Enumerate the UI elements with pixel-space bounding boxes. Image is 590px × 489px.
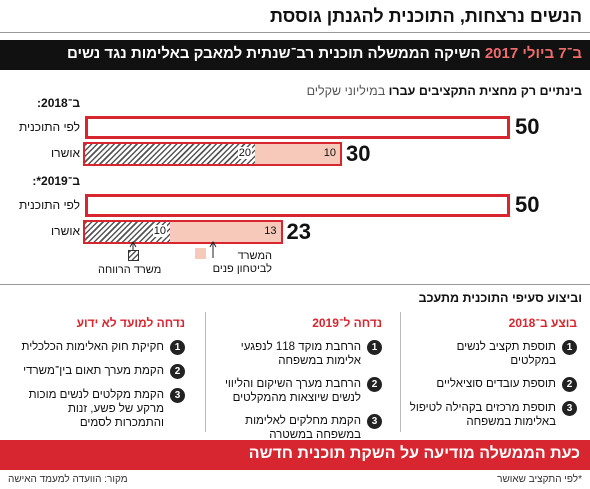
segment-label: 20 [237,147,252,159]
segment-label: 13 [264,225,277,237]
item-text: חקיקת חוק האלימות הכלכלית [21,341,164,353]
item-text: הרחבת מוקד 118 לנפגעי אלימות במשפחה [240,341,361,367]
rule [0,284,590,285]
segment-label: 10 [323,147,336,159]
row-label: לפי התוכנית [18,198,80,212]
bar-segment: 10 [85,222,170,242]
chart-heading: בינתיים רק מחצית התקציבים עברו במיליוני … [307,84,582,98]
column-title: בוצע ב־2018 [508,316,577,330]
row-label: לפי התוכנית [18,120,80,134]
approved-outline [83,220,283,244]
legend-label: המשרד לביטחון פנים [212,250,272,275]
rule [0,32,590,33]
planned-bar [85,194,510,217]
item: 3 תוספת מרכזים בקהילה לטיפול באלימות במשפ… [409,401,577,429]
item-number: 2 [170,364,185,379]
title: הנשים נרצחות, התוכנית להגנתן גוססת [270,6,582,26]
total-label: 23 [286,219,311,244]
chart-subtitle: במיליוני שקלים [306,84,386,98]
value-label: 50 [515,114,540,139]
row-label: אושרו [51,224,80,238]
item-text: תוספת עובדים סוציאליים [436,378,556,390]
bar-segment: 10 [255,144,340,164]
item-text: תוספת מרכזים בקהילה לטיפול באלימות במשפח… [409,402,556,428]
planned-bar [85,116,510,139]
legend-swatch [128,250,139,261]
column-title: נדחה למועד לא ידוע [76,316,185,330]
bar-segment: 20 [85,144,255,164]
approved-outline [83,142,342,166]
item-number: 2 [367,377,382,392]
item: 3 הקמת מקלטים לנשים מוכות מרקע של פשע, זנ… [16,388,185,430]
item-number: 3 [367,414,382,429]
item-text: הקמת מערך תאום בין־משרדי [23,365,164,377]
column-title: נדחה ל־2019 [312,316,382,330]
item: 1 הרחבת מוקד 118 לנפגעי אלימות במשפחה [214,340,382,368]
value-label: 50 [515,192,540,217]
item-number: 2 [562,377,577,392]
bar-chart: ב־2018: לפי התוכנית אושרו 50 20 10 30 ב־2019*: ל… [18,96,540,244]
segment-label: 10 [152,225,167,237]
item-text: הקמת מחלקים לאלימות במשפחה במשטרה [245,415,361,441]
item-number: 1 [170,340,185,355]
item-text: הרחבת מערך השיקום והליווי לנשים שיוצאות … [224,378,361,404]
item: 2 תוספת עובדים סוציאליים [409,377,577,392]
progress-title: וביצוע סעיפי התוכנית מתעכב [418,291,582,305]
bar-segment: 13 [170,222,281,242]
progress-column: בוצע ב־2018 1 תוספת תקציב לנשים במקלטים 2 תו… [400,312,585,432]
item: 3 הקמת מחלקים לאלימות במשפחה במשטרה [214,414,382,442]
group-label: ב־2018: [37,96,80,110]
item-number: 3 [170,388,185,403]
row-label: אושרו [51,146,80,160]
item-number: 1 [562,340,577,355]
progress-column: נדחה ל־2019 1 הרחבת מוקד 118 לנפגעי אלימות… [205,312,390,441]
item-number: 1 [367,340,382,355]
progress-column: נדחה למועד לא ידוע 1 חקיקת חוק האלימות הכל… [8,312,193,432]
footer-banner: כעת הממשלה מודיעה על השקת תוכנית חדשה [0,440,590,470]
total-label: 30 [346,141,371,166]
item-text: הקמת מקלטים לנשים מוכות מרקע של פשע, זנו… [28,389,164,429]
banner-date: ב־7 ביולי 2017 [484,45,582,62]
chart-title: בינתיים רק מחצית התקציבים עברו [388,84,582,98]
banner-text: השיקה הממשלה תוכנית רב־שנתית למאבק באלימ… [66,45,481,62]
item-number: 3 [562,401,577,416]
item: 1 חקיקת חוק האלימות הכלכלית [16,340,185,355]
legend-label: משרד הרווחה [98,264,162,276]
legend-swatch [195,248,206,259]
item: 2 הקמת מערך תאום בין־משרדי [16,364,185,379]
source: מקור: הוועדה למעמד האישה [8,474,128,485]
footnote: *לפי התקציב שאושר [497,474,582,485]
item: 2 הרחבת מערך השיקום והליווי לנשים שיוצאות… [214,377,382,405]
item: 1 תוספת תקציב לנשים במקלטים [409,340,577,368]
group-label: ב־2019*: [32,174,80,188]
banner: ב־7 ביולי 2017 השיקה הממשלה תוכנית רב־שנ… [0,40,590,70]
item-text: תוספת תקציב לנשים במקלטים [456,341,556,367]
